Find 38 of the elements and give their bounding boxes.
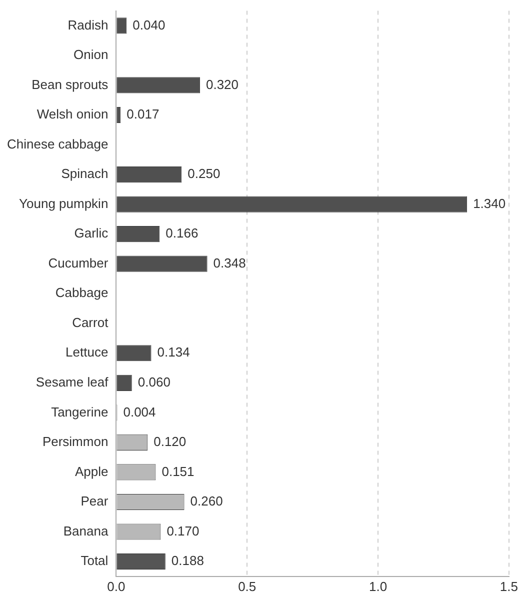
- y-tick-label: Spinach: [61, 166, 108, 182]
- y-tick-label: Lettuce: [66, 344, 108, 360]
- y-tick-label: Sesame leaf: [36, 374, 109, 390]
- y-tick-label: Cucumber: [48, 255, 109, 270]
- data-label: 0.151: [162, 464, 194, 479]
- data-label: 0.004: [123, 404, 156, 420]
- data-label: 0.166: [166, 226, 198, 241]
- y-tick-label: Total: [80, 553, 108, 568]
- data-label: 0.260: [190, 494, 223, 509]
- data-label: 0.120: [154, 434, 186, 450]
- y-tick-label: Cabbage: [55, 285, 108, 300]
- data-label: 0.017: [126, 106, 160, 122]
- y-tick-label: Banana: [63, 523, 109, 538]
- data-label: 0.134: [157, 344, 190, 360]
- x-tick-label: 1.0: [369, 578, 388, 594]
- y-tick-label: Persimmon: [42, 434, 108, 450]
- data-label: 0.348: [213, 255, 246, 270]
- y-tick-label: Radish: [68, 17, 108, 32]
- data-label: 0.320: [206, 76, 239, 92]
- y-tick-label: Welsh onion: [36, 106, 108, 122]
- data-label: 0.040: [132, 17, 166, 32]
- x-tick-label: 0.0: [107, 578, 126, 594]
- y-tick-label: Onion: [73, 47, 108, 62]
- x-tick-label: 0.5: [238, 578, 256, 594]
- y-tick-label: Bean sprouts: [32, 76, 109, 92]
- y-tick-label: Carrot: [72, 314, 109, 330]
- data-label: 0.170: [166, 523, 200, 538]
- y-tick-label: Young pumpkin: [19, 196, 108, 211]
- y-tick-label: Pear: [80, 494, 109, 509]
- y-tick-label: Chinese cabbage: [6, 136, 108, 152]
- y-tick-label: Apple: [74, 464, 108, 479]
- data-label: 0.250: [188, 166, 220, 182]
- y-tick-label: Tangerine: [51, 404, 108, 420]
- data-label: 0.060: [138, 374, 170, 390]
- data-label: 0.188: [171, 553, 204, 568]
- data-label: 1.340: [473, 196, 506, 211]
- y-tick-label: Garlic: [74, 226, 109, 241]
- x-tick-label: 1.5: [500, 578, 518, 594]
